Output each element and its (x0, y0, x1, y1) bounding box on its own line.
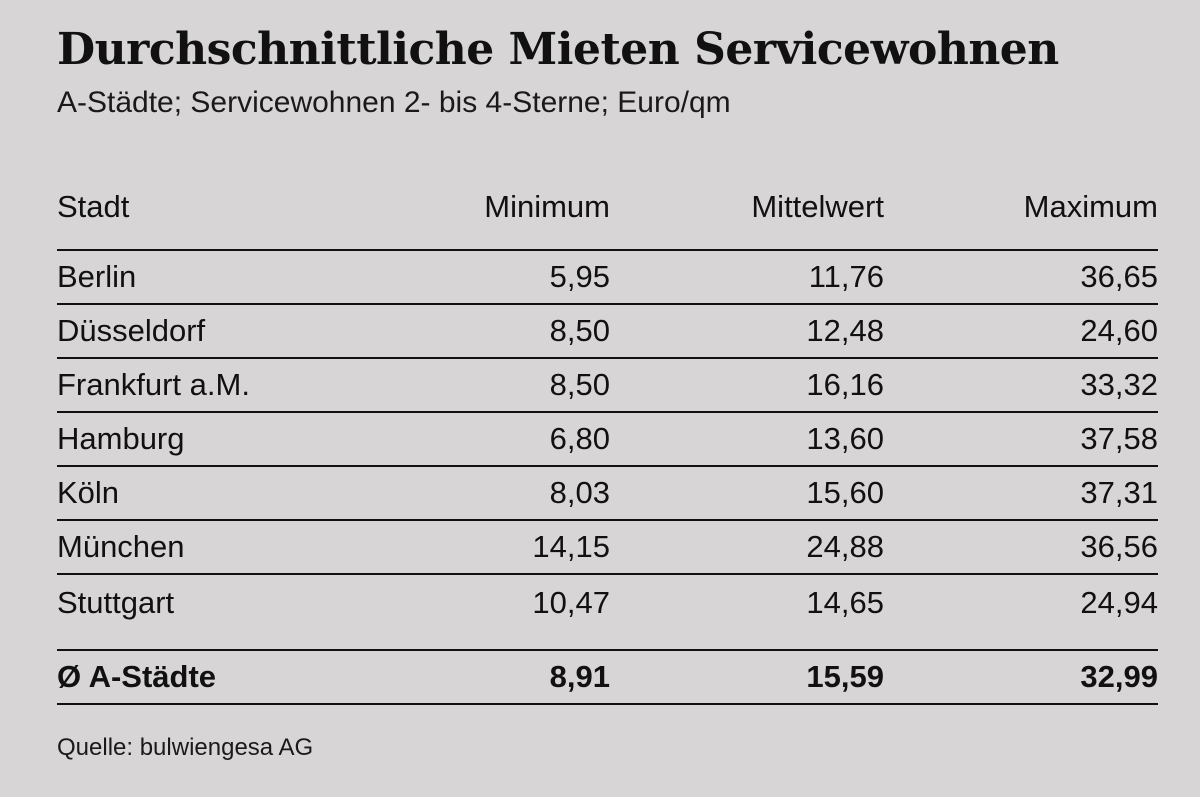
cell-mittelwert: 11,76 (808, 259, 884, 294)
table-header-row: Stadt Minimum Mittelwert Maximum (57, 165, 1158, 251)
cell-minimum: 14,15 (532, 529, 610, 564)
header-maximum: Maximum (1023, 189, 1158, 224)
cell-maximum: 33,32 (1080, 367, 1158, 402)
cell-mittelwert: 13,60 (806, 421, 884, 456)
cell-minimum: 6,80 (549, 421, 610, 456)
cell-maximum: 37,58 (1080, 421, 1158, 456)
cell-maximum: 24,94 (1080, 585, 1158, 620)
cell-minimum: 10,47 (532, 585, 610, 620)
table-row: Frankfurt a.M. 8,50 16,16 33,32 (57, 359, 1158, 413)
total-mittelwert: 15,59 (806, 659, 884, 694)
total-maximum: 32,99 (1080, 659, 1158, 694)
header-minimum: Minimum (484, 189, 610, 224)
total-label: Ø A-Städte (57, 659, 217, 694)
rent-table: Stadt Minimum Mittelwert Maximum Berlin … (57, 165, 1158, 705)
table-total-row: Ø A-Städte 8,91 15,59 32,99 (57, 649, 1158, 705)
total-minimum: 8,91 (549, 659, 610, 694)
cell-maximum: 36,56 (1080, 529, 1158, 564)
table-row: Stuttgart 10,47 14,65 24,94 (57, 575, 1158, 631)
table-row: Köln 8,03 15,60 37,31 (57, 467, 1158, 521)
cell-stadt: München (57, 529, 185, 564)
cell-maximum: 37,31 (1080, 475, 1158, 510)
cell-stadt: Hamburg (57, 421, 185, 456)
header-stadt: Stadt (57, 189, 130, 224)
cell-mittelwert: 12,48 (806, 313, 884, 348)
cell-stadt: Köln (57, 475, 120, 510)
chart-title: Durchschnittliche Mieten Servicewohnen (57, 24, 1059, 75)
cell-stadt: Stuttgart (57, 585, 175, 620)
header-mittelwert: Mittelwert (751, 189, 884, 224)
cell-maximum: 24,60 (1080, 313, 1158, 348)
cell-stadt: Frankfurt a.M. (57, 367, 250, 402)
cell-mittelwert: 15,60 (806, 475, 884, 510)
cell-minimum: 8,50 (549, 367, 610, 402)
cell-stadt: Berlin (57, 259, 137, 294)
cell-mittelwert: 14,65 (806, 585, 884, 620)
cell-minimum: 8,50 (549, 313, 610, 348)
cell-minimum: 5,95 (549, 259, 610, 294)
cell-mittelwert: 16,16 (806, 367, 884, 402)
cell-stadt: Düsseldorf (57, 313, 206, 348)
table-row: Hamburg 6,80 13,60 37,58 (57, 413, 1158, 467)
table-row: Düsseldorf 8,50 12,48 24,60 (57, 305, 1158, 359)
chart-subtitle: A-Städte; Servicewohnen 2- bis 4-Sterne;… (57, 86, 731, 119)
cell-mittelwert: 24,88 (806, 529, 884, 564)
source-note: Quelle: bulwiengesa AG (57, 734, 314, 761)
cell-maximum: 36,65 (1080, 259, 1158, 294)
cell-minimum: 8,03 (549, 475, 610, 510)
table-row: Berlin 5,95 11,76 36,65 (57, 251, 1158, 305)
table-row: München 14,15 24,88 36,56 (57, 521, 1158, 575)
